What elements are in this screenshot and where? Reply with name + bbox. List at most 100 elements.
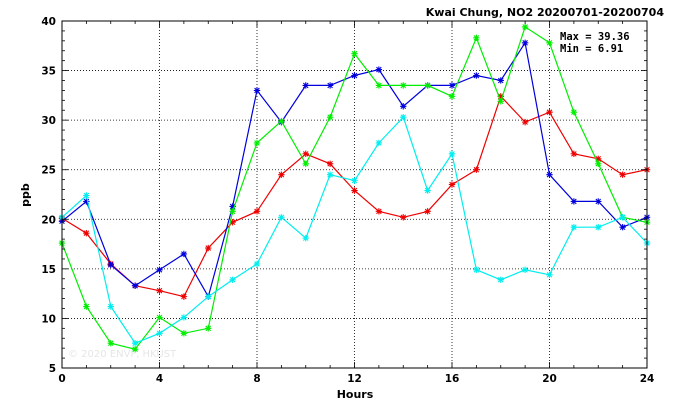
chart-title: Kwai Chung, NO2 20200701-20200704	[426, 6, 665, 19]
y-tick-label: 35	[41, 66, 56, 78]
data-point	[156, 314, 163, 321]
data-point	[521, 266, 529, 274]
data-point	[351, 72, 358, 79]
x-tick-label: 16	[445, 373, 460, 385]
data-point	[326, 160, 334, 167]
data-point	[253, 208, 261, 215]
data-point	[473, 34, 480, 42]
x-axis-label: Hours	[337, 388, 374, 401]
data-point	[326, 113, 334, 121]
data-point	[107, 340, 114, 347]
data-point	[302, 234, 309, 242]
data-point	[424, 187, 431, 194]
data-point	[448, 93, 456, 100]
data-point	[473, 266, 480, 274]
data-point	[375, 208, 383, 215]
data-point	[205, 325, 212, 332]
data-point	[448, 181, 456, 188]
data-point	[131, 282, 139, 289]
data-point	[107, 261, 114, 269]
data-point	[424, 82, 431, 89]
data-point	[375, 139, 383, 147]
data-point	[351, 50, 358, 57]
data-point	[400, 82, 407, 89]
data-point	[595, 155, 602, 163]
data-point	[278, 171, 285, 178]
data-point	[326, 82, 334, 89]
x-tick-label: 4	[156, 373, 163, 385]
x-tick-label: 12	[347, 373, 362, 385]
data-point	[473, 166, 480, 173]
data-point	[83, 303, 90, 310]
data-point	[497, 276, 504, 283]
data-point	[205, 244, 212, 252]
data-point	[351, 187, 358, 194]
data-point	[156, 287, 163, 294]
data-point	[400, 113, 407, 121]
data-point	[521, 118, 529, 126]
x-tick-label: 0	[58, 373, 65, 385]
grid	[62, 21, 647, 368]
x-tick-label: 24	[640, 373, 655, 385]
data-point	[83, 192, 90, 199]
data-point	[570, 109, 578, 116]
data-point	[473, 72, 480, 79]
data-point	[83, 229, 90, 237]
data-point	[375, 82, 383, 89]
data-point	[229, 203, 236, 210]
data-point	[448, 150, 456, 158]
data-point	[497, 98, 504, 105]
data-point	[326, 171, 334, 178]
data-point	[521, 23, 529, 31]
data-point	[302, 82, 309, 89]
data-point	[229, 208, 236, 215]
data-point	[302, 150, 309, 158]
data-point	[180, 330, 188, 337]
axis-ticks: 0 4 8 12 16 20 24 5 10 15 20 25 30 35 40	[41, 16, 654, 385]
data-point	[156, 330, 163, 337]
y-tick-label: 15	[41, 264, 56, 276]
y-tick-label: 5	[49, 363, 56, 375]
data-point	[570, 150, 578, 158]
data-point	[497, 77, 504, 84]
data-point	[619, 214, 626, 221]
max-label: Max = 39.36	[560, 31, 630, 43]
data-point	[83, 198, 90, 205]
data-point	[400, 214, 407, 221]
data-point	[619, 171, 626, 178]
y-tick-label: 30	[41, 115, 56, 127]
data-point	[107, 303, 114, 310]
data-point	[180, 293, 188, 300]
data-point	[595, 198, 602, 205]
min-label: Min = 6.91	[560, 43, 623, 55]
x-tick-label: 20	[542, 373, 557, 385]
data-point	[595, 160, 602, 167]
data-point	[180, 314, 188, 321]
y-tick-label: 40	[41, 16, 56, 28]
data-point	[546, 171, 553, 178]
data-point	[546, 271, 553, 279]
data-point	[253, 139, 261, 147]
x-tick-label: 8	[253, 373, 260, 385]
data-point	[570, 224, 578, 231]
data-point	[619, 224, 626, 231]
series-0	[58, 93, 651, 300]
data-point	[278, 117, 285, 125]
data-point	[546, 39, 553, 47]
data-point	[448, 82, 456, 89]
data-point	[546, 109, 553, 116]
data-point	[156, 266, 163, 274]
watermark: © 2020 ENVF, HKUST	[68, 349, 177, 360]
data-point	[253, 87, 261, 94]
data-point	[229, 219, 236, 226]
y-tick-label: 25	[41, 165, 56, 177]
data-point	[131, 340, 139, 347]
y-axis-label: ppb	[19, 183, 32, 207]
y-tick-label: 20	[41, 214, 56, 226]
data-point	[497, 93, 504, 100]
data-point	[229, 276, 236, 283]
data-point	[302, 160, 309, 167]
data-point	[424, 208, 431, 215]
